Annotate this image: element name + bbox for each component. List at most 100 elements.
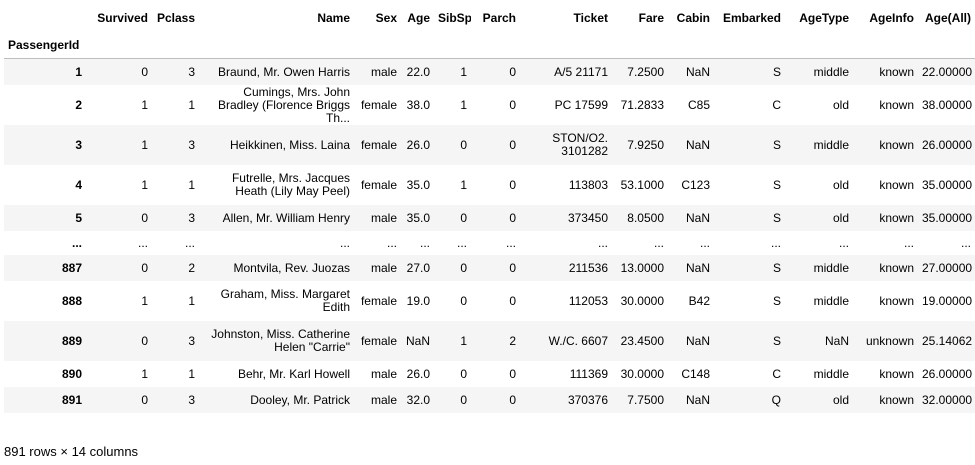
table-row: 1 0 3 Braund, Mr. Owen Harris male 22.0 1 0 A/5 …	[4, 58, 975, 85]
column-header-age-all: Age(All)	[925, 11, 971, 25]
column-header-age: Age	[407, 11, 430, 25]
cell-sex: male	[370, 64, 397, 79]
cell-ageinfo: known	[879, 366, 914, 381]
row-index: 887	[61, 260, 82, 275]
cell-embarked: S	[772, 293, 781, 308]
cell-age: 27.0	[406, 260, 430, 275]
cell-cabin: B42	[688, 293, 710, 308]
cell-agetype: ...	[838, 235, 849, 250]
table-row: 2 1 1 Cumings, Mrs. John Bradley (Florence …	[4, 85, 975, 125]
cell-cabin: C85	[687, 97, 710, 112]
cell-fare: 30.0000	[620, 366, 664, 381]
cell-fare: 7.9250	[627, 137, 664, 152]
cell-sex: female	[360, 137, 397, 152]
dataframe-body: 1 0 3 Braund, Mr. Owen Harris male 22.0 1 0 A/5 …	[4, 58, 975, 413]
cell-cabin: NaN	[685, 64, 710, 79]
cell-survived: 1	[141, 137, 148, 152]
cell-age-all: 32.00000	[922, 392, 973, 407]
cell-age: 32.0	[406, 392, 430, 407]
row-index: 890	[61, 366, 82, 381]
table-row: 5 0 3 Allen, Mr. William Henry male 35.0 0 0 373…	[4, 205, 975, 231]
cell-fare: 7.2500	[627, 64, 664, 79]
row-index: 889	[61, 333, 82, 348]
cell-ageinfo: unknown	[865, 333, 914, 348]
column-header-parch: Parch	[482, 11, 516, 25]
column-header-survived: Survived	[97, 11, 148, 25]
cell-ticket: STON/O2. 3101282	[552, 131, 608, 158]
table-row: 4 1 1 Futrelle, Mrs. Jacques Heath (Lily Ma…	[4, 165, 975, 205]
cell-sex: male	[370, 392, 397, 407]
cell-age: 38.0	[406, 97, 430, 112]
cell-sex: ...	[386, 235, 397, 250]
cell-agetype: NaN	[824, 333, 849, 348]
cell-ticket: 211536	[568, 260, 608, 275]
cell-embarked: S	[772, 210, 781, 225]
cell-parch: 0	[509, 177, 516, 192]
cell-survived: 1	[141, 177, 148, 192]
cell-ticket: PC 17599	[554, 97, 608, 112]
cell-pclass: 1	[188, 366, 195, 381]
cell-survived: 0	[141, 333, 148, 348]
table-row: 3 1 3 Heikkinen, Miss. Laina female 26.0 0 0 STO…	[4, 125, 975, 165]
cell-embarked: C	[772, 366, 781, 381]
row-index: 5	[75, 210, 82, 225]
cell-name: Graham, Miss. Margaret Edith	[220, 287, 350, 314]
cell-cabin: ...	[699, 235, 710, 250]
cell-fare: 13.0000	[620, 260, 664, 275]
cell-name: Allen, Mr. William Henry	[222, 210, 350, 225]
cell-agetype: old	[832, 177, 849, 192]
cell-pclass: 2	[188, 260, 195, 275]
cell-sex: female	[360, 333, 397, 348]
cell-name: Cumings, Mrs. John Bradley (Florence Bri…	[217, 85, 350, 125]
table-row: 889 0 3 Johnston, Miss. Catherine Helen "Ca…	[4, 321, 975, 361]
cell-sex: male	[370, 210, 397, 225]
cell-sibsp: 0	[460, 260, 467, 275]
cell-parch: 0	[509, 392, 516, 407]
cell-ageinfo: known	[879, 137, 914, 152]
cell-age-all: 22.00000	[922, 64, 973, 79]
cell-parch: 0	[509, 97, 516, 112]
cell-cabin: NaN	[685, 333, 710, 348]
cell-age-all: 19.00000	[922, 293, 973, 308]
cell-pclass: ...	[184, 235, 195, 250]
cell-fare: 23.4500	[620, 333, 664, 348]
column-header-fare: Fare	[638, 11, 664, 25]
cell-name: Dooley, Mr. Patrick	[250, 392, 350, 407]
cell-parch: 2	[509, 333, 516, 348]
cell-sex: female	[360, 177, 397, 192]
cell-age-all: 25.14062	[922, 333, 973, 348]
dataframe-output: Survived Pclass Name Sex Age SibSp Parch…	[4, 4, 975, 413]
cell-ageinfo: known	[879, 392, 914, 407]
cell-agetype: middle	[813, 293, 849, 308]
cell-cabin: NaN	[685, 260, 710, 275]
cell-ticket: 113803	[568, 177, 608, 192]
cell-sex: female	[360, 293, 397, 308]
cell-sibsp: 0	[460, 293, 467, 308]
cell-ticket: ...	[597, 235, 608, 250]
cell-age-all: 27.00000	[922, 260, 973, 275]
cell-agetype: old	[832, 392, 849, 407]
cell-survived: 0	[141, 210, 148, 225]
cell-name: Futrelle, Mrs. Jacques Heath (Lily May P…	[231, 171, 350, 198]
cell-parch: 0	[509, 366, 516, 381]
cell-age-all: 26.00000	[922, 137, 973, 152]
cell-ageinfo: known	[879, 293, 914, 308]
cell-pclass: 3	[188, 210, 195, 225]
cell-age: ...	[419, 235, 430, 250]
cell-survived: 0	[141, 392, 148, 407]
column-header-ageinfo: AgeInfo	[869, 11, 914, 25]
cell-agetype: middle	[813, 260, 849, 275]
cell-age-all: 26.00000	[922, 366, 973, 381]
row-index: ...	[71, 235, 82, 250]
cell-cabin: NaN	[685, 137, 710, 152]
row-index: 888	[61, 293, 82, 308]
column-header-pclass: Pclass	[156, 11, 195, 25]
header-row: Survived Pclass Name Sex Age SibSp Parch…	[4, 4, 975, 33]
cell-age-all: 35.00000	[922, 210, 973, 225]
cell-embarked: S	[772, 260, 781, 275]
cell-sibsp: 0	[460, 137, 467, 152]
cell-pclass: 1	[188, 177, 195, 192]
cell-sibsp: 0	[460, 210, 467, 225]
row-index: 4	[75, 177, 82, 192]
index-name-header: PassengerId	[4, 33, 86, 59]
